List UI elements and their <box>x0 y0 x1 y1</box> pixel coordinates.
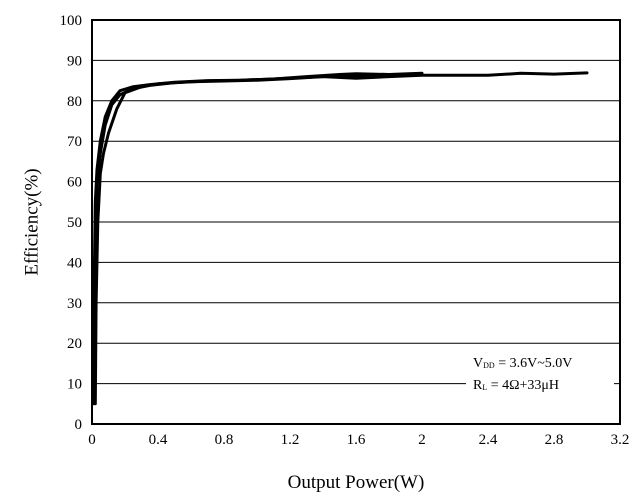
y-tick-label: 100 <box>60 13 83 29</box>
annotation-vdd-value: = 3.6V~5.0V <box>495 356 573 371</box>
y-tick-labels: 0 10 20 30 40 50 60 70 80 90 100 <box>60 13 83 433</box>
x-tick-label: 1.6 <box>347 432 366 448</box>
series-line-3 <box>93 71 589 406</box>
y-tick-label: 30 <box>67 296 82 312</box>
x-tick-label: 2.8 <box>545 432 564 448</box>
y-tick-label: 40 <box>67 255 82 271</box>
y-tick-label: 90 <box>67 53 82 69</box>
y-tick-label: 80 <box>67 94 82 110</box>
series-line-1 <box>92 72 424 406</box>
y-tick-label: 50 <box>67 215 82 231</box>
series-line-2 <box>93 71 424 386</box>
annotation-rl: RL = 4Ω+33μH <box>473 378 559 393</box>
x-tick-label: 0.8 <box>215 432 234 448</box>
x-axis-label: Output Power(W) <box>288 472 425 493</box>
x-tick-label: 1.2 <box>281 432 300 448</box>
x-tick-label: 2.4 <box>479 432 498 448</box>
annotation-vdd-main: V <box>473 356 483 371</box>
annotation-background <box>466 352 614 394</box>
x-tick-label: 0.4 <box>149 432 168 448</box>
y-tick-label: 70 <box>67 134 82 150</box>
y-tick-label: 0 <box>75 417 83 433</box>
y-tick-label: 10 <box>67 377 82 393</box>
x-tick-label: 3.2 <box>611 432 630 448</box>
series-lines <box>92 71 589 406</box>
grid-lines <box>92 59 620 385</box>
x-tick-label: 2 <box>418 432 426 448</box>
x-tick-labels: 0 0.4 0.8 1.2 1.6 2 2.4 2.8 3.2 <box>88 432 629 448</box>
y-tick-label: 20 <box>67 336 82 352</box>
y-tick-label: 60 <box>67 175 82 191</box>
plot-frame <box>91 19 621 425</box>
annotation-rl-subscript: L <box>482 383 487 392</box>
annotation-rl-main: R <box>473 378 483 393</box>
annotation-rl-value: = 4Ω+33μH <box>487 378 559 393</box>
annotation-vdd: VDD = 3.6V~5.0V <box>473 356 572 371</box>
x-tick-label: 0 <box>88 432 96 448</box>
y-axis-label: Efficiency(%) <box>21 168 42 275</box>
annotation-vdd-subscript: DD <box>483 361 495 370</box>
